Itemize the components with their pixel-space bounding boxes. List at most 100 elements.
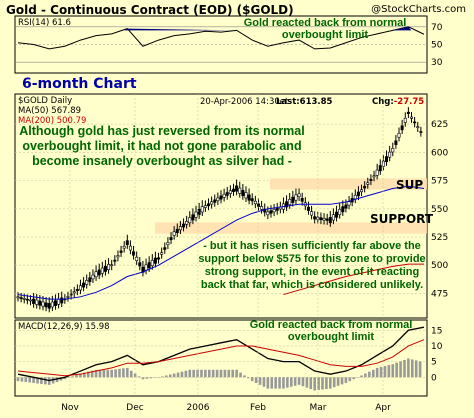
- macd-hist-bar: [270, 377, 274, 389]
- macd-hist-bar: [110, 369, 113, 378]
- macd-hist-bar: [176, 372, 180, 378]
- price-candle: [394, 140, 398, 145]
- price-candle: [291, 196, 295, 203]
- date-label: 20-Apr-2006 14:30et: [200, 97, 289, 107]
- price-candle: [113, 259, 117, 262]
- macd-hist-bar: [403, 359, 406, 378]
- ma50-label: MA(50) 567.89: [18, 106, 82, 116]
- price-candle: [185, 221, 189, 225]
- macd-hist-bar: [165, 375, 168, 378]
- rsi-overbought-fill: [124, 26, 412, 31]
- macd-hist-bar: [266, 377, 270, 389]
- macd-hist-bar: [223, 369, 227, 378]
- macd-hist-bar: [55, 377, 59, 383]
- macd-hist-bar: [219, 369, 223, 378]
- rsi-annotation: Gold reacted back from normal overbought…: [243, 17, 407, 41]
- price-candle: [32, 298, 36, 304]
- price-candle: [347, 201, 351, 206]
- macd-hist-bar: [86, 371, 90, 378]
- six-month-label: 6-month Chart: [22, 76, 137, 92]
- price-tick-label: 475: [431, 289, 448, 299]
- price-candle: [88, 277, 92, 282]
- price-candle: [231, 188, 235, 192]
- price-candle: [266, 211, 270, 216]
- price-candle: [60, 297, 64, 304]
- price-candle: [16, 296, 20, 299]
- price-candle: [222, 193, 226, 198]
- macd-tick-label: 15: [431, 326, 442, 336]
- price-candle: [166, 242, 170, 245]
- price-candle: [160, 252, 164, 255]
- macd-hist-bar: [360, 375, 363, 378]
- price-candle: [19, 297, 23, 299]
- price-candle: [122, 245, 126, 249]
- price-candle: [132, 251, 136, 256]
- last-price-label: Last:613.85: [276, 97, 333, 107]
- x-tick-label: Apr: [375, 403, 391, 413]
- price-candle: [178, 226, 182, 231]
- support-label: SUPPORT: [370, 212, 434, 226]
- price-candle: [107, 264, 111, 270]
- rsi-ticks: 70 50 30: [431, 23, 443, 68]
- macd-hist-bar: [235, 369, 238, 378]
- price-candle: [135, 256, 139, 261]
- price-candle: [207, 203, 211, 207]
- macd-hist-bar: [63, 377, 67, 380]
- macd-hist-bar: [364, 373, 367, 378]
- macd-panel: [14, 319, 428, 397]
- macd-hist-bar: [293, 377, 297, 386]
- price-candle: [169, 237, 173, 241]
- macd-hist-bar: [192, 369, 195, 378]
- macd-hist-bar: [83, 372, 86, 378]
- macd-hist-bar: [172, 373, 176, 378]
- macd-hist-bar: [40, 377, 43, 384]
- price-candle: [413, 121, 417, 124]
- macd-hist-bar: [250, 377, 254, 382]
- macd-histogram: [16, 358, 422, 391]
- price-candle: [47, 303, 51, 309]
- macd-hist-bar: [317, 377, 320, 391]
- price-candle: [235, 185, 239, 192]
- price-candle: [35, 299, 39, 305]
- support-zone: [155, 222, 427, 234]
- rsi-grid: [15, 26, 427, 63]
- macd-hist-bar: [196, 369, 199, 378]
- price-candle: [191, 214, 195, 221]
- price-candle: [85, 280, 89, 285]
- price-candle: [260, 206, 264, 210]
- price-candle: [210, 201, 214, 205]
- price-candle: [263, 208, 267, 213]
- price-candle: [225, 192, 229, 196]
- price-candle: [372, 175, 376, 178]
- price-candle: [294, 194, 298, 201]
- macd-hist-bar: [254, 377, 258, 383]
- price-candle: [41, 301, 45, 307]
- price-candle: [335, 211, 339, 218]
- macd-hist-bar: [36, 377, 39, 384]
- price-candle: [97, 269, 101, 276]
- macd-hist-bar: [106, 369, 110, 378]
- price-candle: [378, 165, 382, 172]
- price-candle: [388, 151, 392, 158]
- price-candle: [91, 274, 95, 280]
- annotation-top: Although gold has just reversed from its…: [19, 124, 305, 168]
- macd-hist-bar: [102, 369, 106, 378]
- price-candle: [313, 216, 317, 220]
- change-label: Chg:-27.75: [372, 97, 424, 107]
- price-candle: [288, 199, 292, 206]
- price-ticks: 625 600 575 550 525 500 475: [431, 120, 448, 299]
- price-candle: [391, 148, 395, 153]
- macd-hist-bar: [375, 367, 379, 378]
- annotation-bottom: - but it has risen sufficiently far abov…: [198, 240, 426, 291]
- price-tick-label: 550: [431, 205, 448, 215]
- macd-hist-bar: [352, 377, 356, 380]
- macd-hist-bar: [188, 369, 192, 378]
- macd-tick-label: 5: [431, 358, 437, 368]
- price-candle: [119, 250, 123, 253]
- price-candle: [353, 194, 357, 200]
- price-candle: [241, 190, 245, 197]
- price-candle: [247, 194, 251, 201]
- price-candle: [228, 190, 232, 194]
- macd-hist-bar: [145, 377, 149, 379]
- price-candle: [272, 209, 276, 213]
